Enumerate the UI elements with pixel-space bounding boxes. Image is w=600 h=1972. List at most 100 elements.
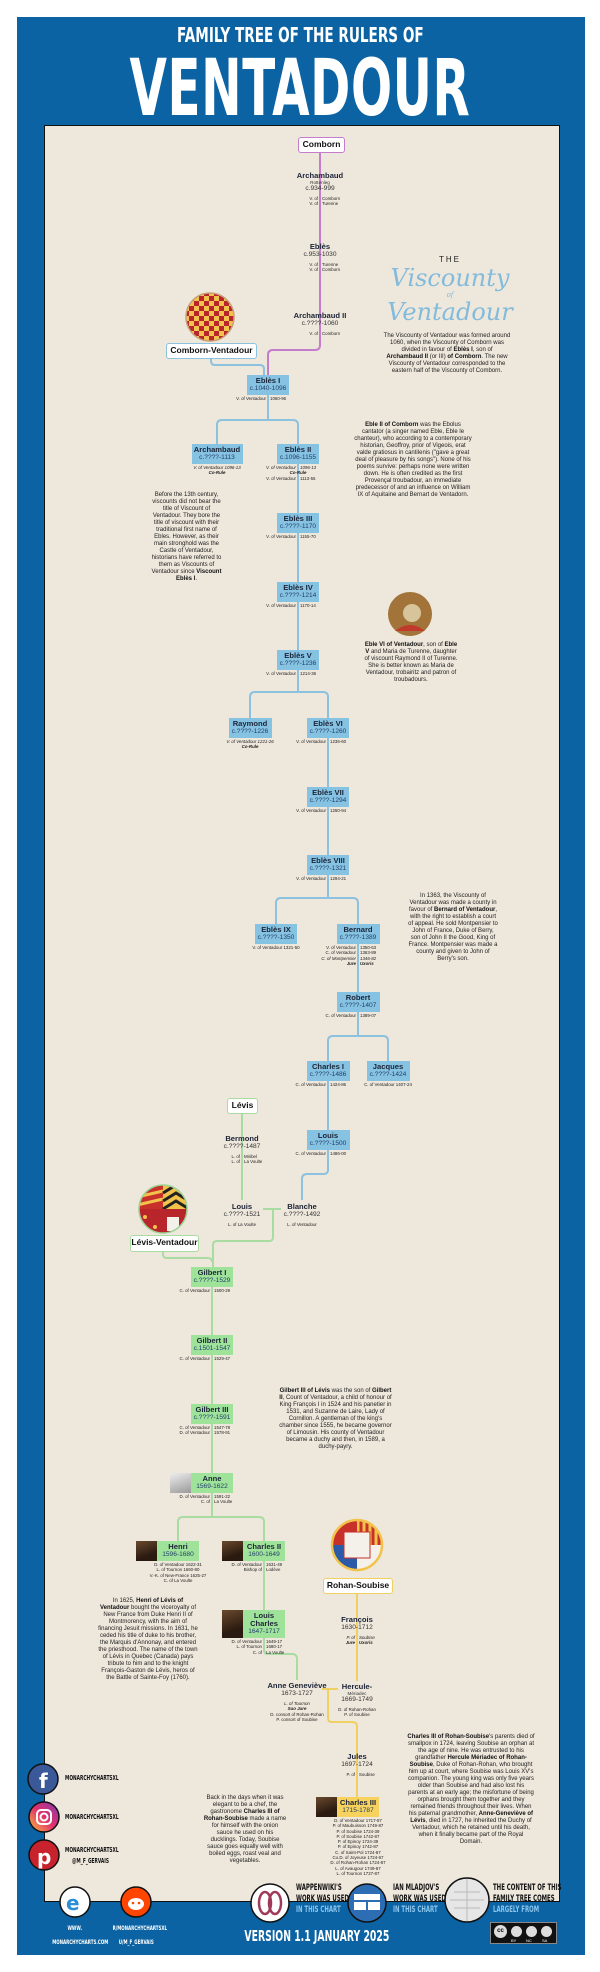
person-name: François bbox=[341, 1615, 373, 1624]
instagram-handle[interactable]: MONARCHYCHARTSXL bbox=[65, 1813, 119, 1821]
person-name: Archambaud bbox=[193, 445, 241, 454]
title-years: 1155-70 bbox=[300, 534, 316, 539]
note-text: was the son of bbox=[329, 1388, 373, 1394]
reddit-icon[interactable] bbox=[120, 1886, 152, 1918]
website-label-2[interactable]: MONARCHYCHARTS.COM bbox=[52, 1938, 109, 1946]
person-node: Robert c.????-1407 C. of Ventadour 1389-07 bbox=[293, 992, 423, 1018]
title-years: 1631-49 bbox=[266, 1562, 283, 1567]
person-dates: c.????-1486 bbox=[309, 1071, 347, 1078]
person-node: Gilbert II c.1501-1547 C. of Ventadour 1529… bbox=[147, 1335, 277, 1361]
person-box: Eblès IV c.????-1214 bbox=[277, 582, 319, 602]
person-titles: C. of Ventadour 1389-07 bbox=[293, 1013, 423, 1018]
person-dates: c.????-1214 bbox=[279, 592, 317, 599]
wappenwiki-logo-icon bbox=[250, 1883, 290, 1923]
instagram-icon[interactable] bbox=[28, 1801, 60, 1833]
note-text: , son of bbox=[423, 642, 445, 648]
note-text: Eble II of Comborn bbox=[365, 422, 419, 428]
person-name: Eblès bbox=[309, 242, 331, 251]
person-box: Robert c.????-1407 bbox=[336, 992, 380, 1012]
title-row: D. of Ventadour 1578-91 bbox=[147, 1430, 277, 1435]
title-row: V. of Ventadour 1155-70 bbox=[233, 534, 363, 539]
title-name: P. of bbox=[346, 1635, 355, 1640]
note-text: Viscount Eblès I bbox=[175, 569, 222, 582]
person-dates: c.????-1529 bbox=[193, 1277, 231, 1284]
website-label-1[interactable]: WWW. bbox=[67, 1924, 83, 1932]
credit-text: LARGELY FROM bbox=[493, 1905, 573, 1915]
person-name: Eblès VIII bbox=[311, 856, 345, 865]
person-titles: C. of Ventadour 1424-86 bbox=[263, 1082, 393, 1087]
title-row: P. of Soubise bbox=[292, 1635, 422, 1640]
reddit-label-1[interactable]: R/MONARCHYCHARTSXL bbox=[112, 1924, 168, 1932]
person-name: Charles I bbox=[311, 1062, 345, 1071]
note-text: made a name for himself with the onion s… bbox=[207, 1816, 287, 1864]
person-titles: D. of Ventadour 1591-22 C. of La Voulte bbox=[147, 1494, 277, 1505]
person-titles: V. of Ventadour 1214-36 bbox=[233, 671, 363, 676]
title-row: P. of Soubise 1742-87 bbox=[336, 1833, 380, 1839]
person-box: Anne 1569-1622 bbox=[170, 1473, 233, 1493]
person-name: Gilbert III bbox=[195, 1405, 229, 1414]
person-titles: C. of Ventadour 1407-24 bbox=[323, 1082, 453, 1087]
note-text: was the Ebolus cantator (a singer named … bbox=[354, 422, 472, 498]
note-text: (or III) bbox=[428, 354, 448, 360]
web-browser-icon[interactable]: e bbox=[59, 1886, 91, 1918]
person-node: Archambaud c.????-1113 V. of Ventadour 109… bbox=[152, 444, 282, 476]
person-dates: 1630-1712 bbox=[341, 1624, 373, 1631]
person-titles: L. of La Voulte bbox=[177, 1222, 307, 1227]
person-titles: C. of Ventadour 1500-29 bbox=[147, 1288, 277, 1293]
title-row: L. of Tournon 1680-17 bbox=[199, 1644, 329, 1649]
person-name: Robert bbox=[345, 993, 371, 1002]
title-years: 1170-14 bbox=[300, 603, 316, 608]
title-row: C. of La Voulte bbox=[163, 1577, 193, 1583]
title-years: Soubise bbox=[359, 1635, 375, 1640]
reddit-label-2[interactable]: U/M_F_GERVAIS bbox=[118, 1938, 154, 1946]
pinterest-handle-2[interactable]: @M_F_GERVAIS bbox=[72, 1857, 109, 1865]
title-name: V. of bbox=[309, 196, 318, 201]
title-row: C. of Ventadour 1389-07 bbox=[293, 1013, 423, 1018]
person-titles: V. of Ventadour 1060-96 bbox=[203, 396, 333, 401]
facebook-handle[interactable]: MONARCHYCHARTSXL bbox=[65, 1774, 119, 1782]
person-node: Blanche c.????-1492 L. of Ventadour bbox=[237, 1201, 367, 1228]
title-row: Jure Uxoris bbox=[292, 1640, 422, 1645]
title-years: 1486-00 bbox=[330, 1151, 347, 1156]
title-row: L. of Ventadour bbox=[287, 1222, 317, 1227]
title-row: C. of Ventadour 1407-24 bbox=[364, 1082, 412, 1087]
note-gilbert-iii: Gilbert III of Lévis was the son of Gilb… bbox=[278, 1388, 393, 1451]
person-dates: 1715-1787 bbox=[342, 1807, 374, 1814]
house-badge-levis: Lévis bbox=[227, 1098, 258, 1114]
title-row: V. of Ventadour 1236-60 bbox=[263, 739, 393, 744]
title-row: Jure Uxoris bbox=[293, 961, 423, 966]
title-years: 1294-21 bbox=[330, 876, 347, 881]
credit-line: IN THIS CHART bbox=[296, 1905, 341, 1915]
person-titles: P. of Soubise bbox=[292, 1772, 422, 1777]
title-name: V. of bbox=[309, 262, 318, 267]
facebook-icon[interactable]: f bbox=[27, 1763, 59, 1795]
note-text: bought the viceroyalty of New France fro… bbox=[98, 1605, 198, 1681]
person-dates: c.????-1389 bbox=[339, 934, 377, 941]
note-text: , Count of Ventadour, a child of honour … bbox=[279, 1395, 392, 1450]
person-label: Eblès c.953-1030 bbox=[255, 241, 385, 261]
person-box: Henri 1596-1680 bbox=[136, 1541, 199, 1561]
person-titles: V. of Ventadour 1294-21 bbox=[263, 876, 393, 881]
title-name: Jure bbox=[345, 1640, 355, 1646]
title-row: C. of Saint-Pol 1724-87 bbox=[335, 1849, 381, 1855]
title-name: P. of bbox=[346, 1772, 355, 1777]
pinterest-handle[interactable]: MONARCHYCHARTSXL bbox=[65, 1846, 119, 1854]
person-box: Gilbert II c.1501-1547 bbox=[191, 1335, 233, 1355]
portrait-image bbox=[222, 1541, 243, 1561]
person-titles: V. of Ventadour 1170-14 bbox=[233, 603, 363, 608]
title-row: V. of Ventadour 1096-13 bbox=[193, 465, 241, 470]
title-name: D. of Ventadour bbox=[179, 1430, 210, 1436]
title-row: L. of Avaugour 1749-87 bbox=[335, 1865, 381, 1871]
title-name: C. of bbox=[252, 1649, 262, 1655]
person-node: Eblès IV c.????-1214 V. of Ventadour 1170-1… bbox=[233, 582, 363, 608]
title-years: Comborn bbox=[322, 267, 341, 273]
person-dates: c.????-1260 bbox=[309, 728, 347, 735]
person-node: François 1630-1712 P. of Soubise Jure Uxoris bbox=[292, 1614, 422, 1646]
person-dates: c.????-1521 bbox=[223, 1211, 261, 1218]
person-box: Eblès II c.1096-1155 bbox=[277, 444, 319, 464]
person-label: Hercule- Mériadec 1669-1749 bbox=[292, 1681, 422, 1706]
title-years: 1113-55 bbox=[300, 475, 316, 481]
pinterest-icon[interactable]: p bbox=[28, 1839, 60, 1871]
page-subtitle: FAMILY TREE OF THE RULERS OF bbox=[176, 23, 424, 47]
